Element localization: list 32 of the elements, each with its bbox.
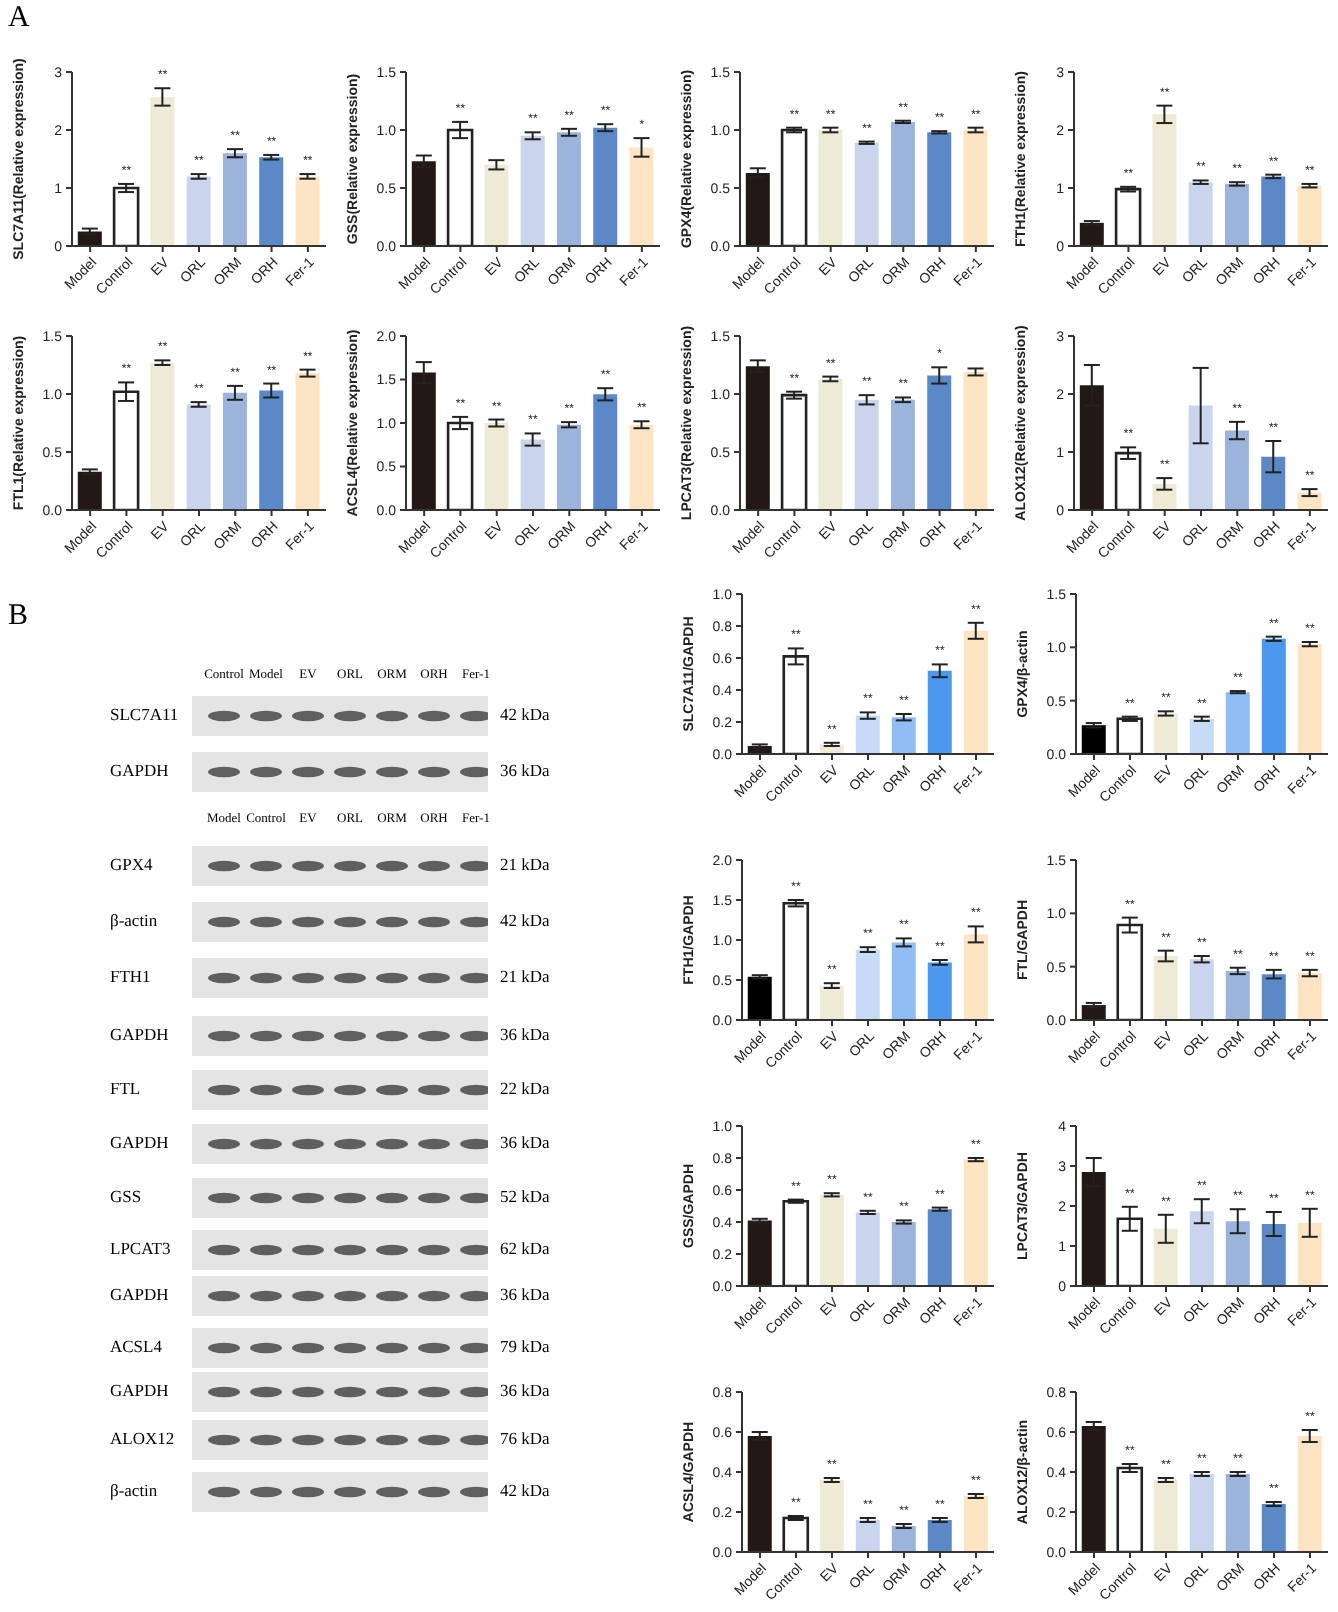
category-label: 36 kDa (500, 1024, 550, 1044)
category-label: 22 kDa (500, 1078, 550, 1098)
category-label: 36 kDa (500, 1132, 550, 1152)
text: B (8, 600, 29, 634)
category-label: GAPDH (110, 1380, 169, 1400)
category-label: β-actin (110, 910, 158, 930)
category-label: 36 kDa (500, 1380, 550, 1400)
category-label: ACSL4 (110, 1336, 162, 1356)
category-label: 36 kDa (500, 1284, 550, 1304)
category-label: 52 kDa (500, 1186, 550, 1206)
category-label: 36 kDa (500, 760, 550, 780)
category-label: 79 kDa (500, 1336, 550, 1356)
text: A (8, 2, 30, 36)
category-label: LPCAT3 (110, 1238, 171, 1258)
category-label: 42 kDa (500, 1480, 550, 1500)
category-label: ALOX12 (110, 1428, 175, 1448)
category-label: GPX4 (110, 854, 153, 874)
category-label: 21 kDa (500, 854, 550, 874)
category-label: GAPDH (110, 1284, 169, 1304)
category-label: SLC7A11 (110, 704, 179, 724)
category-label: GSS (110, 1186, 142, 1206)
category-label: GAPDH (110, 1024, 169, 1044)
category-label: FTH1 (110, 966, 151, 986)
category-label: 42 kDa (500, 704, 550, 724)
category-label: 42 kDa (500, 910, 550, 930)
category-label: GAPDH (110, 1132, 169, 1152)
category-label: 76 kDa (500, 1428, 550, 1448)
category-label: 21 kDa (500, 966, 550, 986)
category-label: GAPDH (110, 760, 169, 780)
category-label: β-actin (110, 1480, 158, 1500)
category-label: 62 kDa (500, 1238, 550, 1258)
category-label: FTL (110, 1078, 141, 1098)
